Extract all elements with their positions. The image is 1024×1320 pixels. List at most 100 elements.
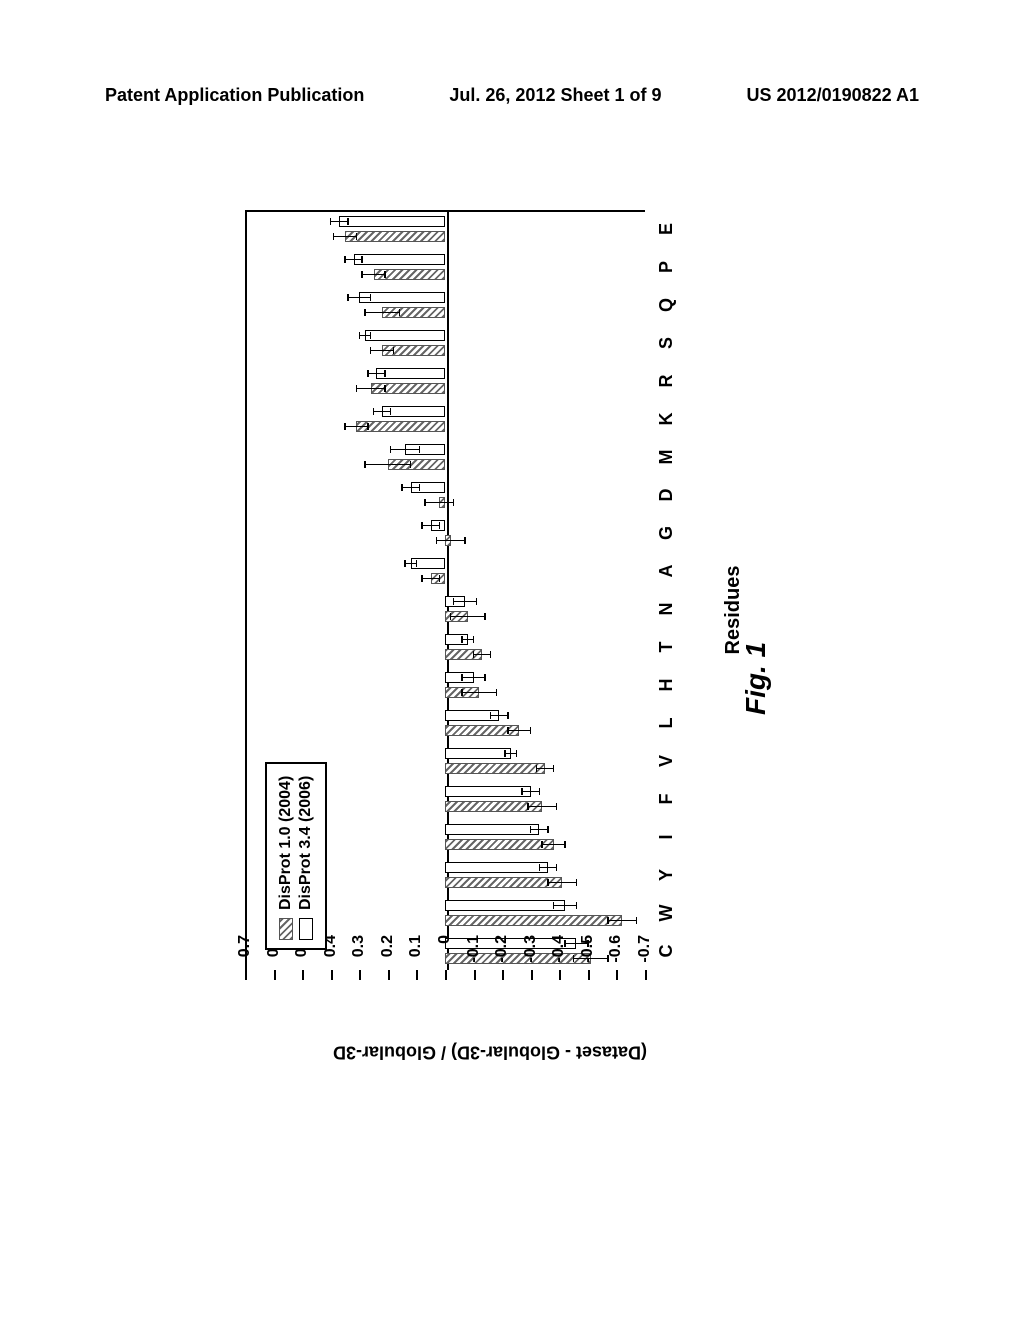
y-tick-label: -0.1: [465, 935, 483, 990]
error-cap: [370, 294, 372, 301]
x-tick-label: F: [656, 794, 677, 805]
error-cap: [344, 423, 346, 430]
error-cap: [421, 522, 423, 529]
error-cap: [361, 256, 363, 263]
legend-item-1: DisProt 1.0 (2004): [277, 776, 295, 940]
x-tick-label: T: [656, 642, 677, 653]
error-bar: [454, 601, 477, 603]
x-tick-label: W: [656, 905, 677, 922]
bar: [339, 216, 445, 228]
x-tick-label: R: [656, 375, 677, 388]
error-cap: [516, 750, 518, 757]
error-bar: [522, 791, 539, 793]
error-cap: [461, 689, 463, 696]
error-bar: [528, 806, 557, 808]
bar: [359, 292, 445, 304]
bar: [365, 330, 445, 342]
bar: [445, 877, 562, 889]
error-cap: [424, 499, 426, 506]
bar: [445, 748, 511, 760]
bar: [445, 839, 554, 851]
header-left: Patent Application Publication: [105, 85, 364, 106]
error-cap: [507, 712, 509, 719]
error-cap: [539, 864, 541, 871]
error-cap: [576, 902, 578, 909]
error-cap: [364, 309, 366, 316]
error-cap: [547, 879, 549, 886]
x-tick-label: N: [656, 603, 677, 616]
x-tick-label: H: [656, 679, 677, 692]
error-cap: [390, 446, 392, 453]
error-cap: [399, 309, 401, 316]
legend-swatch-open: [299, 918, 313, 940]
error-bar: [391, 449, 420, 451]
bar: [445, 763, 545, 775]
error-cap: [436, 537, 438, 544]
error-bar: [531, 829, 548, 831]
error-cap: [490, 651, 492, 658]
bar: [376, 368, 445, 380]
y-tick-label: 0: [436, 935, 454, 990]
error-bar: [608, 920, 637, 922]
error-cap: [384, 271, 386, 278]
x-tick-label: P: [656, 261, 677, 273]
error-cap: [539, 788, 541, 795]
bar: [354, 254, 445, 266]
error-cap: [484, 674, 486, 681]
legend-swatch-hatched: [279, 918, 293, 940]
error-bar: [542, 844, 565, 846]
error-cap: [416, 560, 418, 567]
y-axis-title: (Dataset - Globular-3D) / Globular-3D: [333, 1042, 647, 1063]
error-cap: [356, 233, 358, 240]
bar: [445, 862, 548, 874]
chart: (Dataset - Globular-3D) / Globular-3D -0…: [225, 160, 755, 1060]
chart-rotated-wrap: (Dataset - Globular-3D) / Globular-3D -0…: [40, 345, 940, 875]
error-cap: [530, 727, 532, 734]
y-tick-label: -0.4: [550, 935, 568, 990]
bar: [445, 786, 531, 798]
error-cap: [361, 271, 363, 278]
error-bar: [451, 616, 485, 618]
x-tick-label: M: [656, 450, 677, 465]
error-bar: [462, 677, 485, 679]
error-bar: [474, 654, 491, 656]
x-tick-label: S: [656, 337, 677, 349]
figure-caption: Fig. 1: [740, 642, 772, 715]
y-tick-label: -0.3: [522, 935, 540, 990]
error-cap: [393, 347, 395, 354]
error-cap: [527, 803, 529, 810]
bar: [356, 421, 445, 433]
error-bar: [536, 768, 553, 770]
error-cap: [373, 408, 375, 415]
error-cap: [364, 461, 366, 468]
x-tick-label: G: [656, 526, 677, 540]
error-cap: [439, 522, 441, 529]
page-header: Patent Application Publication Jul. 26, …: [0, 85, 1024, 106]
header-center: Jul. 26, 2012 Sheet 1 of 9: [449, 85, 661, 106]
error-cap: [576, 879, 578, 886]
error-cap: [401, 484, 403, 491]
x-tick-label: L: [656, 718, 677, 729]
error-cap: [439, 575, 441, 582]
error-bar: [508, 730, 531, 732]
error-cap: [536, 765, 538, 772]
x-tick-label: V: [656, 755, 677, 767]
x-tick-label: Y: [656, 869, 677, 881]
y-tick-label: -0.7: [636, 935, 654, 990]
error-cap: [496, 689, 498, 696]
bar: [445, 900, 565, 912]
error-cap: [419, 446, 421, 453]
legend-label-2: DisProt 3.4 (2006): [297, 776, 315, 910]
error-cap: [419, 484, 421, 491]
error-cap: [461, 636, 463, 643]
error-cap: [390, 408, 392, 415]
error-bar: [402, 487, 419, 489]
error-cap: [367, 423, 369, 430]
error-cap: [473, 651, 475, 658]
legend: DisProt 1.0 (2004) DisProt 3.4 (2006): [265, 762, 327, 950]
error-cap: [333, 233, 335, 240]
error-cap: [573, 955, 575, 962]
error-cap: [556, 864, 558, 871]
error-cap: [461, 674, 463, 681]
error-bar: [371, 350, 394, 352]
